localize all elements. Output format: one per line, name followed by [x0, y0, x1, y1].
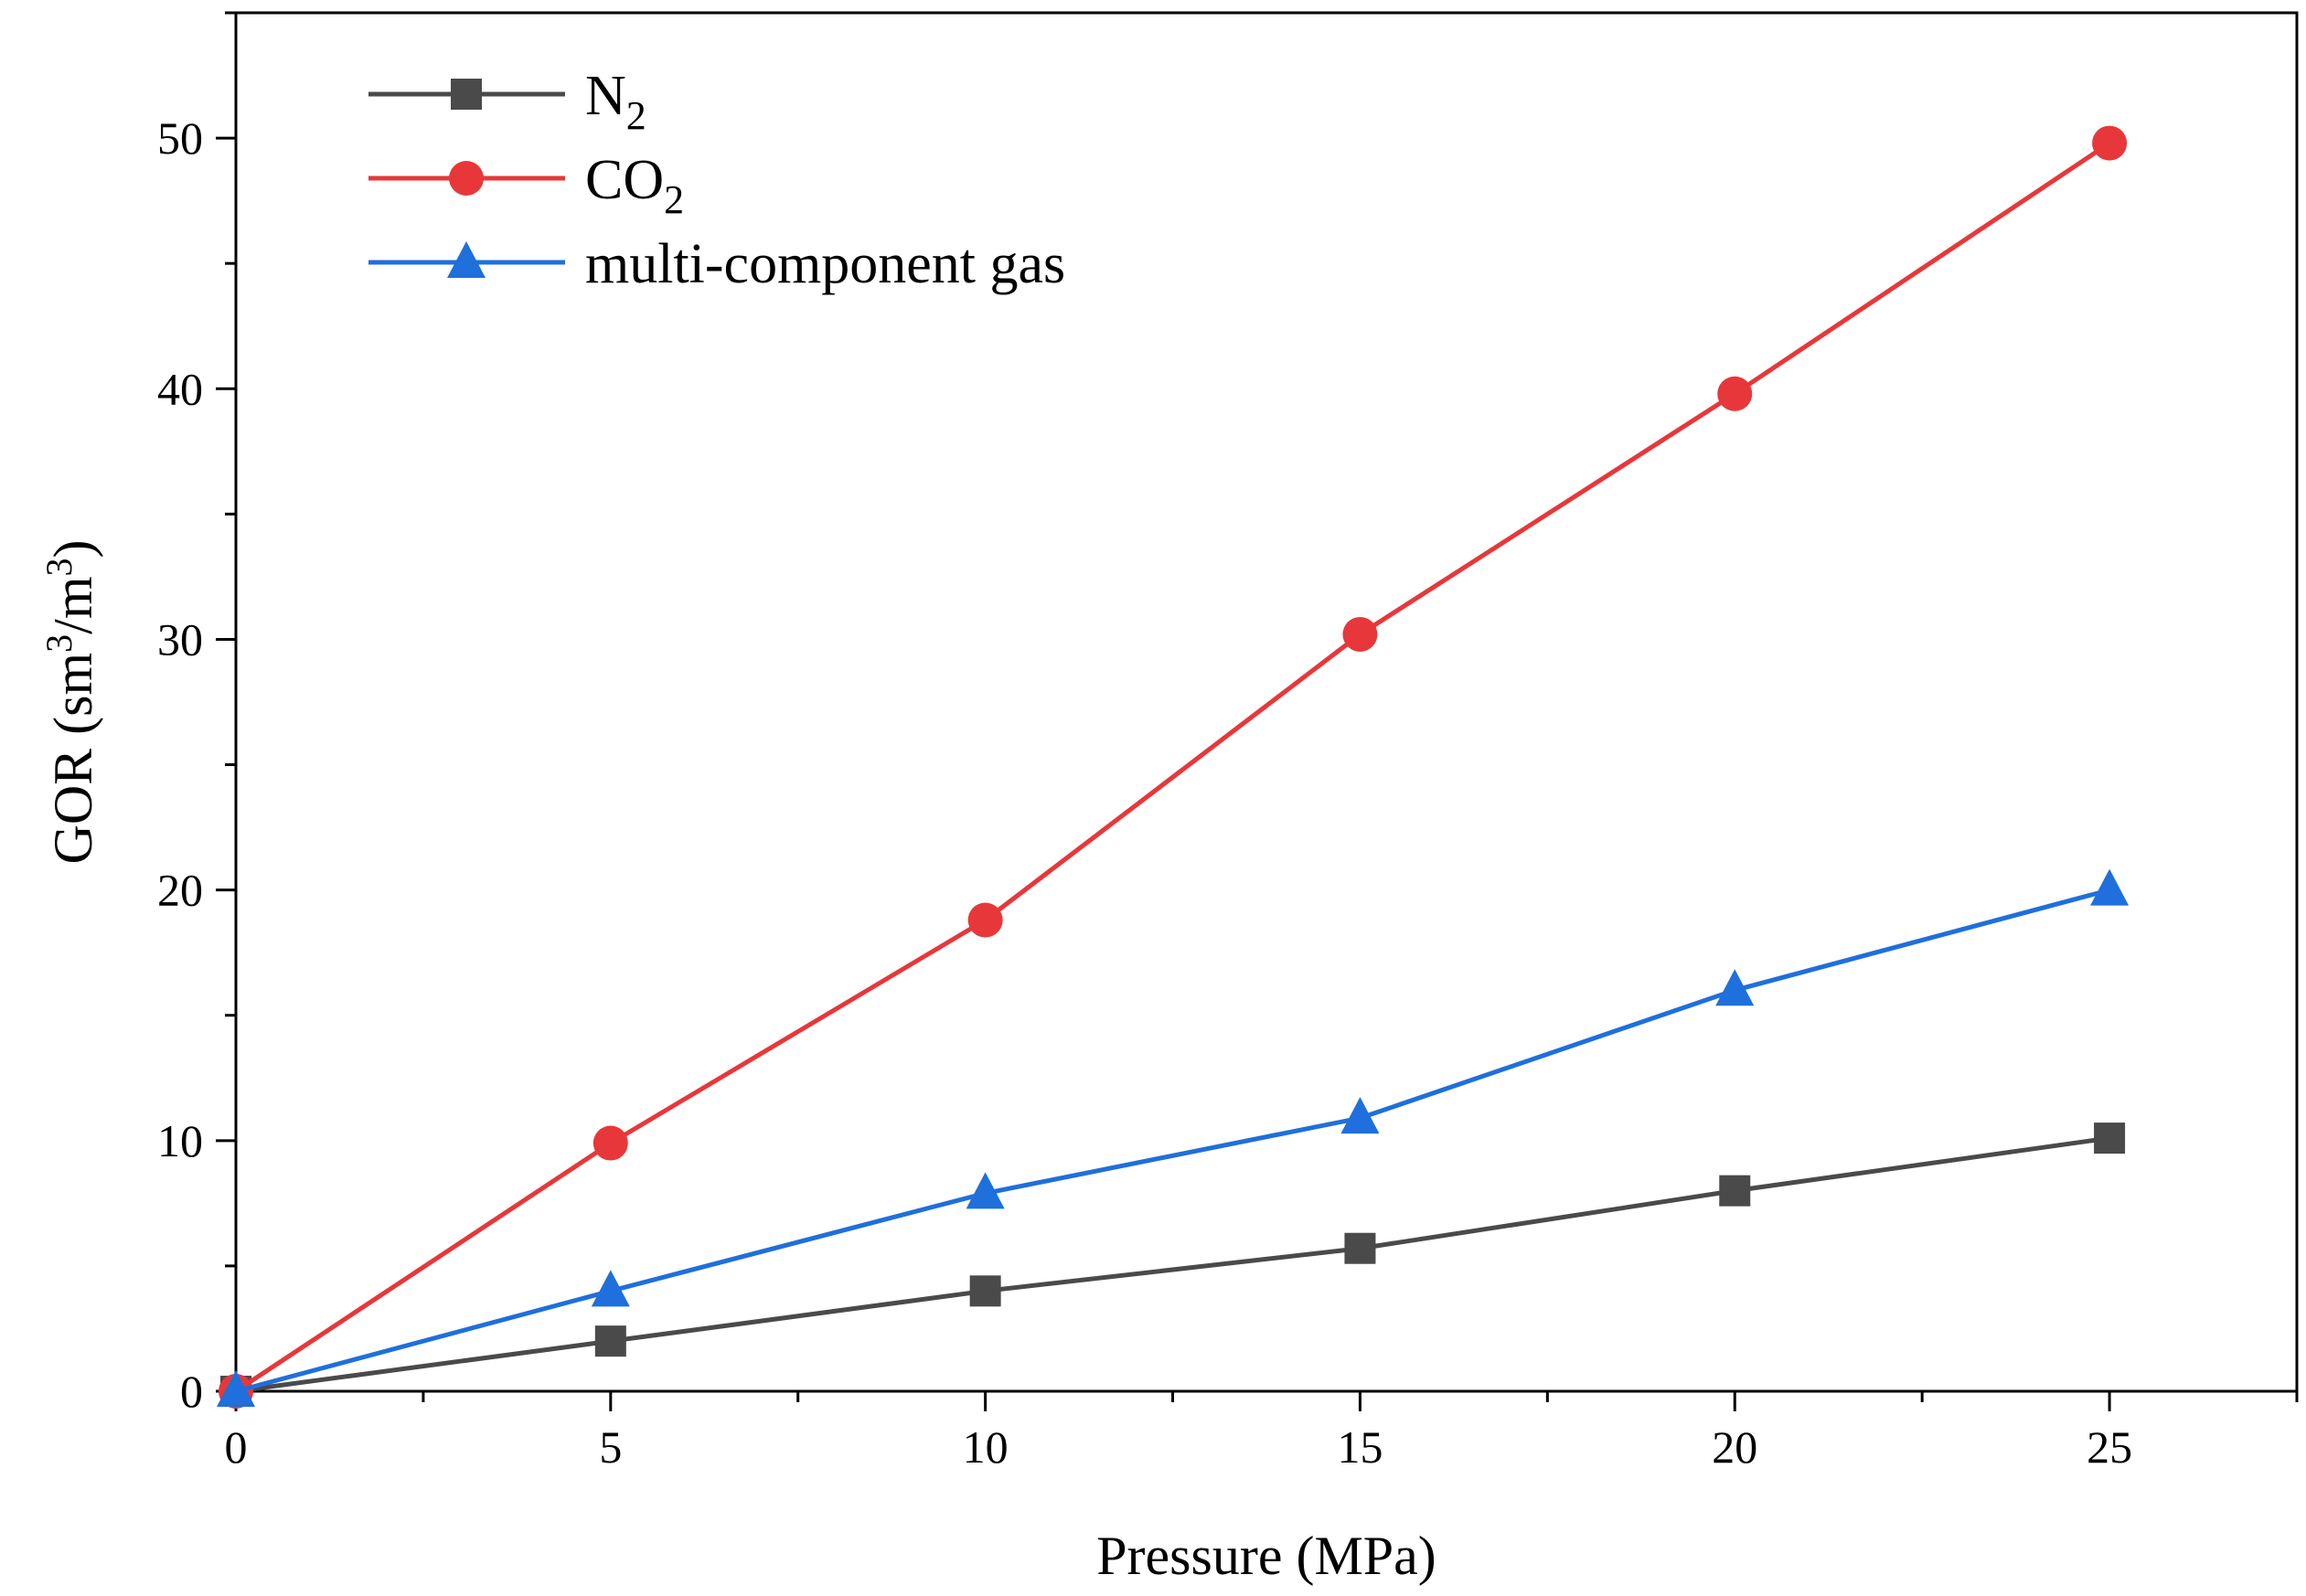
legend-label: multi-component gas: [585, 233, 1065, 295]
data-point-multi-component-gas: [1340, 1097, 1380, 1134]
x-tick-label: 15: [1337, 1421, 1383, 1473]
axis-ticks: 0 5 10 15 20 25 0 10 20 30 40 50: [157, 11, 2299, 1473]
y-tick-label: 0: [180, 1366, 203, 1417]
y-tick-label: 40: [157, 363, 203, 414]
y-axis-title: GOR (sm3/m3): [38, 539, 103, 864]
y-tick-label: 20: [157, 865, 203, 916]
legend-label: CO2: [585, 149, 684, 222]
y-tick-label: 30: [157, 613, 203, 665]
data-point-co2: [1717, 376, 1753, 411]
legend-item-n2: N2: [368, 65, 646, 138]
x-axis-title: Pressure (MPa): [1096, 1526, 1436, 1586]
series-co2: [219, 125, 2128, 1409]
data-point-n2: [2094, 1123, 2126, 1154]
y-tick-label: 50: [157, 112, 203, 164]
data-series: [217, 125, 2130, 1409]
data-point-n2: [594, 1325, 626, 1357]
legend-item-multi-component-gas: multi-component gas: [368, 233, 1065, 295]
legend-label: N2: [585, 65, 646, 138]
data-point-co2: [593, 1125, 628, 1161]
data-point-co2: [2092, 125, 2128, 161]
data-point-multi-component-gas: [1715, 969, 1755, 1006]
data-point-multi-component-gas: [966, 1172, 1005, 1209]
y-tick-label: 10: [157, 1115, 203, 1166]
series-line-multi-component-gas: [235, 888, 2110, 1394]
x-tick-label: 10: [963, 1421, 1009, 1473]
data-point-co2: [967, 902, 1003, 938]
legend-marker: [449, 161, 484, 196]
legend-item-co2: CO2: [368, 149, 684, 222]
legend: N2 CO2 multi-component gas: [368, 65, 1065, 295]
data-point-multi-component-gas: [591, 1270, 630, 1307]
x-tick-label: 25: [2087, 1421, 2132, 1473]
x-tick-label: 0: [225, 1421, 248, 1473]
series-line-co2: [234, 141, 2111, 1394]
x-tick-label: 20: [1712, 1421, 1757, 1473]
x-tick-label: 5: [599, 1421, 622, 1473]
legend-marker: [447, 241, 486, 278]
legend-marker: [451, 79, 482, 110]
data-point-multi-component-gas: [2090, 868, 2130, 906]
data-point-n2: [969, 1275, 1001, 1307]
series-line-n2: [235, 1135, 2110, 1394]
data-point-n2: [1719, 1175, 1751, 1207]
series-n2: [220, 1123, 2126, 1407]
data-point-co2: [1342, 616, 1378, 652]
data-point-n2: [1344, 1232, 1376, 1264]
plot-frame: [234, 11, 2299, 1393]
data-point-multi-component-gas: [217, 1370, 255, 1407]
series-multi-component-gas: [217, 868, 2130, 1407]
